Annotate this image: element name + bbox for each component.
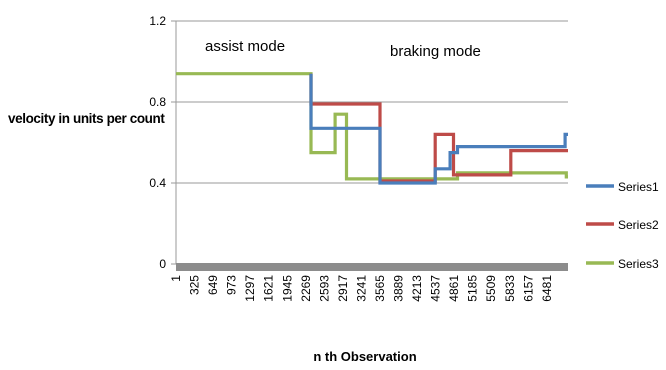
series-line-series1 — [309, 73, 568, 185]
y-tick-label: 0.4 — [149, 176, 166, 190]
annotation-braking-mode: braking mode — [390, 43, 481, 60]
legend-label-series3: Series3 — [618, 257, 659, 271]
x-tick-label: 2917 — [336, 275, 350, 302]
x-tick-label: 973 — [225, 275, 239, 295]
legend-label-series1: Series1 — [618, 180, 659, 194]
x-tick-label: 2269 — [299, 275, 313, 302]
series-line-series3 — [176, 72, 568, 181]
x-tick-label: 2593 — [317, 275, 331, 302]
x-tick-label: 3565 — [373, 275, 387, 302]
y-tick-label: 0.8 — [149, 95, 166, 109]
x-tick-labels: 1 325 649 973 1297 1621 1945 2269 2593 2917 3241 35… — [169, 275, 554, 302]
x-tick-label: 5185 — [466, 275, 480, 302]
series-line-series2 — [309, 73, 568, 183]
x-tick-label: 1 — [169, 275, 183, 282]
x-tick-label: 4537 — [429, 275, 443, 302]
y-tick-labels: 0 0.4 0.8 1.2 — [149, 14, 166, 271]
y-axis-title: velocity in units per count — [8, 111, 165, 126]
x-tick-label: 1945 — [280, 275, 294, 302]
y-tick-label: 0 — [159, 257, 166, 271]
x-tick-label: 5509 — [484, 275, 498, 302]
x-tick-label: 649 — [206, 275, 220, 295]
annotation-assist-mode: assist mode — [205, 38, 285, 55]
x-axis-title: n th Observation — [313, 349, 416, 364]
y-tick-label: 1.2 — [149, 14, 166, 28]
x-tick-label: 4213 — [410, 275, 424, 302]
legend: Series1 Series2 Series3 — [586, 180, 659, 271]
x-tick-label: 6481 — [540, 275, 554, 302]
x-tick-label: 1621 — [262, 275, 276, 302]
x-tick-label: 3241 — [354, 275, 368, 302]
x-tick-label: 1297 — [243, 275, 257, 302]
x-tick-label: 5833 — [503, 275, 517, 302]
x-tick-label: 325 — [188, 275, 202, 295]
x-tick-label: 4861 — [447, 275, 461, 302]
x-axis-line — [176, 263, 568, 271]
gridlines — [171, 20, 568, 265]
legend-label-series2: Series2 — [618, 218, 659, 232]
x-tick-label: 3889 — [392, 275, 406, 302]
x-tick-label: 6157 — [521, 275, 535, 302]
series-lines — [176, 72, 568, 185]
